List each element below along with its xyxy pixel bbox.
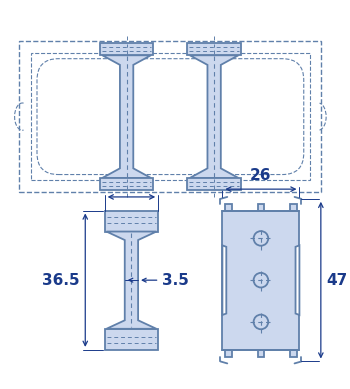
Bar xyxy=(188,43,241,55)
Bar xyxy=(105,210,158,231)
Bar xyxy=(225,350,232,357)
Polygon shape xyxy=(106,231,156,329)
Circle shape xyxy=(254,231,268,246)
Text: 36.5: 36.5 xyxy=(42,273,79,288)
Bar xyxy=(290,350,296,357)
Text: 26: 26 xyxy=(250,168,272,183)
Bar xyxy=(258,204,264,210)
Bar xyxy=(100,43,153,55)
Polygon shape xyxy=(190,55,238,178)
Bar xyxy=(100,178,153,190)
Bar xyxy=(290,204,296,210)
Text: 47: 47 xyxy=(327,273,348,288)
Circle shape xyxy=(254,273,268,287)
Text: 3.5: 3.5 xyxy=(162,273,189,288)
Polygon shape xyxy=(222,245,226,315)
Circle shape xyxy=(254,315,268,329)
Bar xyxy=(105,329,158,350)
Polygon shape xyxy=(295,245,299,315)
Polygon shape xyxy=(102,55,151,178)
Bar xyxy=(258,350,264,357)
Bar xyxy=(225,204,232,210)
Bar xyxy=(222,210,299,350)
Bar xyxy=(31,53,310,180)
Text: 14: 14 xyxy=(121,176,142,191)
Bar xyxy=(188,178,241,190)
Bar xyxy=(20,41,321,192)
